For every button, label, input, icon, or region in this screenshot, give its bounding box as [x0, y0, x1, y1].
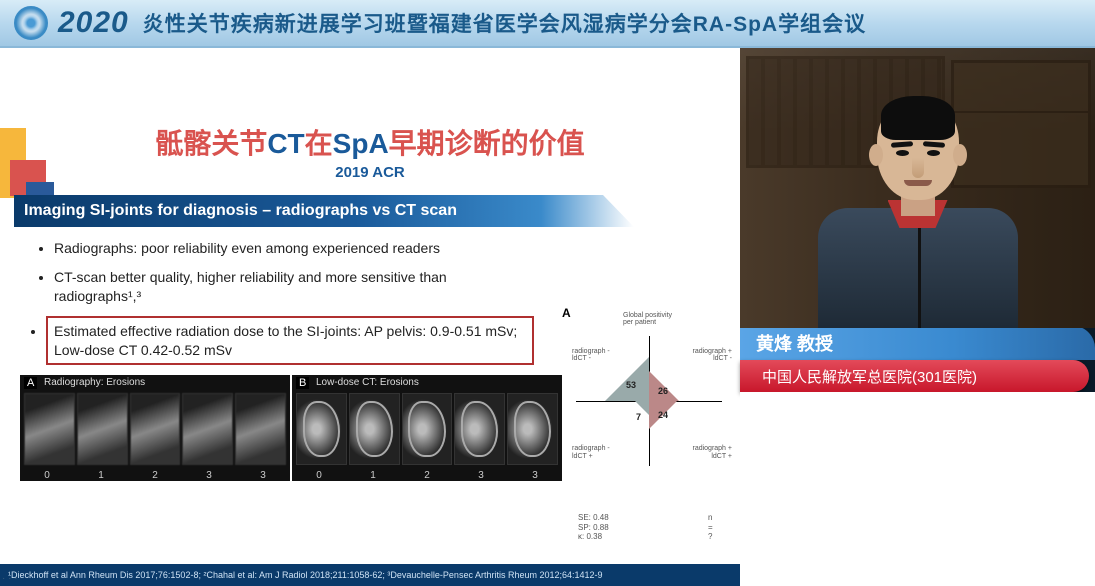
- panel-tag: A: [24, 377, 37, 389]
- grade-label: 3: [508, 470, 562, 481]
- title-seg-1: 骶髂关节: [155, 128, 267, 159]
- bullet-item-highlighted: Estimated effective radiation dose to th…: [46, 316, 534, 366]
- xray-thumb: [24, 393, 75, 465]
- speaker-name-bar: 黄烽 教授: [740, 326, 1095, 360]
- speaker-pane: 黄烽 教授 中国人民解放军总医院(301医院): [740, 48, 1095, 586]
- panel-grade-labels: 0 1 2 3 3: [292, 470, 562, 481]
- grade-label: 0: [20, 470, 74, 481]
- banner-year: 2020: [58, 6, 129, 40]
- stat-n: n = ?: [708, 513, 713, 542]
- title-seg-spa: SpA: [333, 128, 389, 159]
- grade-label: 2: [400, 470, 454, 481]
- slide-title: 骶髂关节CT在SpA早期诊断的价值: [0, 122, 740, 162]
- quadrant-label: radiograph + ldCT -: [680, 348, 732, 363]
- grade-label: 1: [346, 470, 400, 481]
- quadrant-value: 7: [636, 412, 641, 422]
- grade-label: 2: [128, 470, 182, 481]
- banner-title: 炎性关节疾病新进展学习班暨福建省医学会风湿病学分会RA-SpA学组会议: [143, 8, 866, 38]
- chart-title: Global positivity per patient: [623, 312, 675, 327]
- quadrant-label: radiograph - ldCT -: [572, 348, 624, 363]
- ct-thumb: [296, 393, 347, 465]
- speaker-figure: [808, 118, 1028, 328]
- title-seg-ct: CT: [267, 128, 304, 159]
- ct-thumb: [402, 393, 453, 465]
- speaker-affiliation-bar: 中国人民解放军总医院(301医院): [740, 360, 1089, 392]
- references-bar: ¹Dieckhoff et al Ann Rheum Dis 2017;76:1…: [0, 564, 740, 586]
- quadrant-value: 53: [626, 380, 636, 390]
- stat-se: SE: 0.48: [578, 513, 609, 523]
- grade-label: 3: [182, 470, 236, 481]
- panel-caption: Radiography: Erosions: [44, 377, 145, 388]
- bullet-item: CT-scan better quality, higher reliabili…: [54, 268, 534, 306]
- grade-label: 3: [454, 470, 508, 481]
- quadrant-value: 26: [658, 386, 668, 396]
- speaker-name: 黄烽 教授: [756, 330, 833, 356]
- stats-block: SE: 0.48 SP: 0.88 κ: 0.38 n = ?: [578, 513, 609, 542]
- title-seg-3: 早期诊断的价值: [389, 128, 585, 159]
- grade-label: 1: [74, 470, 128, 481]
- presentation-slide: 骶髂关节CT在SpA早期诊断的价值 2019 ACR Imaging SI-jo…: [0, 48, 740, 586]
- grade-label: 0: [292, 470, 346, 481]
- xray-thumb: [235, 393, 286, 465]
- speaker-affiliation: 中国人民解放军总医院(301医院): [762, 366, 977, 387]
- main-area: 骶髂关节CT在SpA早期诊断的价值 2019 ACR Imaging SI-jo…: [0, 48, 1095, 586]
- xray-thumb: [130, 393, 181, 465]
- slide-subtitle: 2019 ACR: [0, 164, 740, 181]
- quadrant-tri-tl: [605, 357, 649, 401]
- title-seg-2: 在: [305, 128, 333, 159]
- quadrant-value: 24: [658, 410, 668, 420]
- panel-ldct: B Low-dose CT: Erosions 0 1 2 3 3: [292, 375, 562, 481]
- bullet-list: Radiographs: poor reliability even among…: [54, 239, 534, 365]
- conference-logo-icon: [14, 6, 48, 40]
- stat-sp: SP: 0.88: [578, 523, 609, 533]
- panel-radiography: A Radiography: Erosions 0 1 2 3 3: [20, 375, 290, 481]
- conference-banner: 2020 炎性关节疾病新进展学习班暨福建省医学会风湿病学分会RA-SpA学组会议: [0, 0, 1095, 48]
- bullet-item: Radiographs: poor reliability even among…: [54, 239, 534, 258]
- section-heading-bar: Imaging SI-joints for diagnosis – radiog…: [14, 195, 634, 227]
- xray-thumb: [77, 393, 128, 465]
- panel-tag: B: [296, 377, 309, 389]
- ct-thumb: [349, 393, 400, 465]
- quadrant-label: radiograph - ldCT +: [572, 445, 624, 460]
- right-blank-area: [740, 392, 1095, 586]
- ct-thumb: [454, 393, 505, 465]
- positivity-quadrant-chart: Global positivity per patient radiograph…: [566, 318, 732, 484]
- quadrant-label: radiograph + ldCT +: [680, 445, 732, 460]
- stat-k: κ: 0.38: [578, 532, 609, 542]
- ct-thumb: [507, 393, 558, 465]
- speaker-video[interactable]: [740, 48, 1095, 328]
- xray-thumb: [182, 393, 233, 465]
- panel-caption: Low-dose CT: Erosions: [316, 377, 419, 388]
- grade-label: 3: [236, 470, 290, 481]
- panel-grade-labels: 0 1 2 3 3: [20, 470, 290, 481]
- footer-watermark: · · ·: [2, 573, 18, 584]
